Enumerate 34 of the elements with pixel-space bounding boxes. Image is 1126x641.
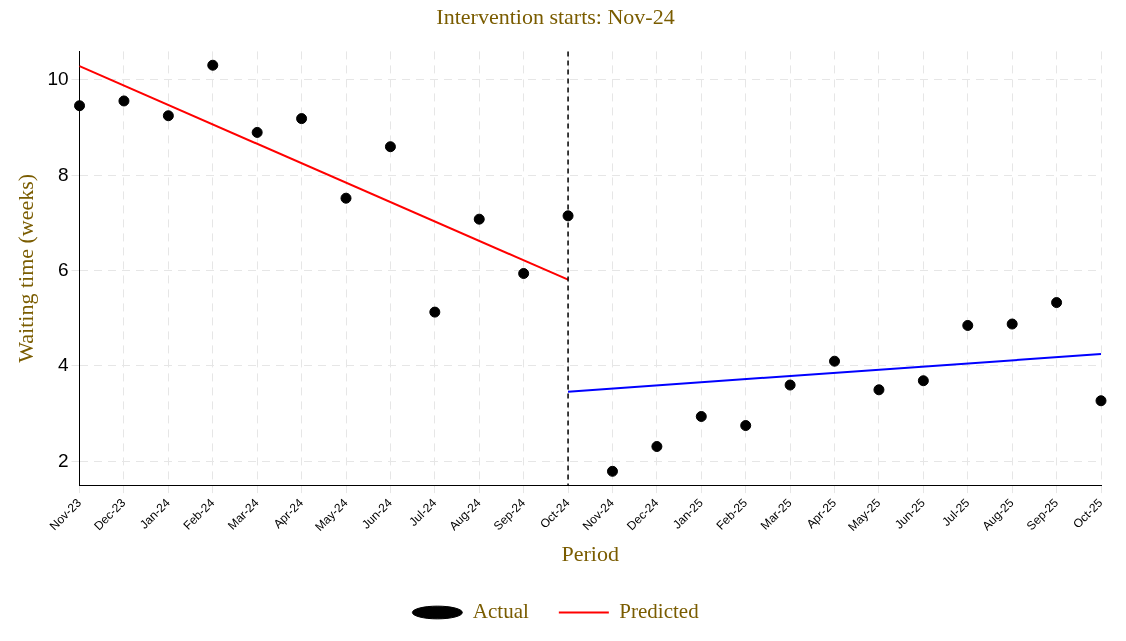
point: [340, 192, 352, 204]
point: [74, 100, 86, 112]
y-tick-label: 6: [57, 258, 69, 280]
chart-title: Intervention starts: Nov-24: [436, 3, 675, 29]
y-tick-label: 8: [57, 163, 69, 185]
point: [251, 126, 263, 138]
point: [917, 375, 929, 387]
point: [562, 210, 574, 222]
point: [384, 141, 396, 153]
point: [1051, 297, 1063, 309]
point: [207, 59, 219, 71]
point: [473, 213, 485, 225]
point: [829, 355, 841, 367]
point: [873, 384, 885, 396]
y-tick-label: 10: [47, 68, 69, 90]
point: [651, 441, 663, 453]
point: [962, 319, 974, 331]
y-tick-label: 2: [57, 449, 69, 471]
y-axis-title: Waiting time (weeks): [12, 173, 38, 363]
point: [296, 113, 308, 125]
point: [518, 268, 530, 280]
point: [1006, 318, 1018, 330]
point: [429, 306, 441, 318]
point: [1095, 395, 1107, 407]
point: [740, 420, 752, 432]
point: [695, 410, 707, 422]
point: [118, 95, 130, 107]
y-tick-label: 4: [57, 354, 69, 376]
x-axis-title: Period: [561, 540, 619, 566]
point: [162, 110, 174, 122]
legend-label: Actual: [472, 599, 529, 624]
point: [606, 465, 618, 477]
point: [784, 379, 796, 391]
legend-label: Predicted: [619, 599, 700, 624]
